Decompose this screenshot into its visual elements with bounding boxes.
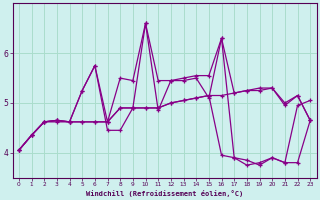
- X-axis label: Windchill (Refroidissement éolien,°C): Windchill (Refroidissement éolien,°C): [86, 190, 243, 197]
